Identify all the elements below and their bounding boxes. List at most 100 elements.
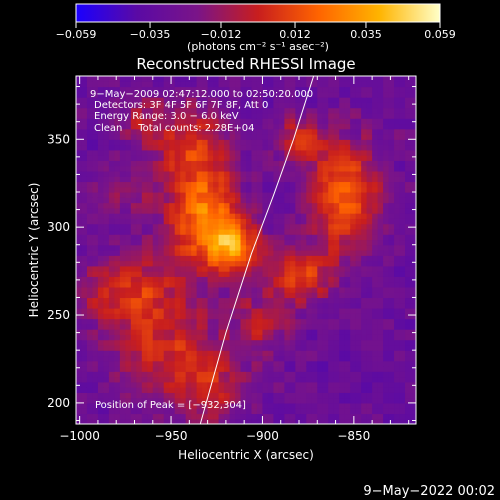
heatmap-cell — [103, 170, 110, 177]
heatmap-cell — [103, 297, 110, 304]
heatmap-cell — [147, 376, 154, 383]
heatmap-cell — [114, 339, 121, 346]
heatmap-cell — [180, 170, 187, 177]
heatmap-cell — [377, 186, 384, 193]
heatmap-cell — [278, 223, 285, 230]
heatmap-cell — [86, 402, 94, 409]
heatmap-cell — [256, 318, 264, 325]
heatmap-cell — [141, 313, 148, 320]
heatmap-cell — [328, 308, 335, 314]
heatmap-cell — [158, 197, 165, 204]
heatmap-cell — [191, 397, 198, 404]
heatmap-cell — [405, 265, 412, 272]
heatmap-cell — [350, 139, 357, 146]
heatmap-cell — [169, 160, 176, 167]
heatmap-cell — [262, 344, 269, 351]
heatmap-cell — [141, 218, 148, 225]
heatmap-cell — [328, 181, 335, 188]
heatmap-cell — [97, 223, 105, 230]
heatmap-cell — [361, 155, 368, 161]
heatmap-cell — [394, 202, 401, 209]
heatmap-cell — [191, 402, 198, 409]
heatmap-cell — [322, 271, 329, 277]
heatmap-cell — [251, 292, 258, 299]
heatmap-cell — [202, 387, 209, 393]
heatmap-cell — [224, 355, 231, 362]
heatmap-cell — [344, 313, 351, 320]
heatmap-cell — [262, 387, 269, 393]
heatmap-cell — [163, 155, 170, 161]
heatmap-cell — [114, 144, 121, 151]
heatmap-cell — [344, 376, 351, 383]
heatmap-cell — [136, 186, 143, 193]
heatmap-cell — [267, 392, 275, 399]
heatmap-cell — [262, 276, 269, 283]
heatmap-cell — [103, 392, 110, 399]
heatmap-cell — [355, 265, 362, 272]
heatmap-cell — [246, 276, 253, 283]
heatmap-cell — [76, 344, 83, 351]
heatmap-cell — [86, 260, 94, 267]
heatmap-cell — [152, 144, 159, 151]
heatmap-cell — [92, 91, 99, 98]
heatmap-cell — [119, 91, 126, 98]
heatmap-cell — [108, 244, 115, 251]
heatmap-cell — [339, 402, 346, 409]
heatmap-cell — [202, 376, 209, 383]
heatmap-cell — [410, 186, 416, 193]
heatmap-cell — [114, 102, 121, 109]
heatmap-cell — [213, 255, 220, 262]
heatmap-cell — [361, 255, 368, 262]
heatmap-cell — [207, 160, 214, 167]
heatmap-cell — [97, 228, 105, 235]
heatmap-cell — [240, 223, 247, 230]
heatmap-cell — [246, 165, 253, 172]
heatmap-cell — [372, 155, 379, 161]
heatmap-cell — [240, 318, 247, 325]
heatmap-cell — [328, 197, 335, 204]
heatmap-cell — [191, 387, 198, 393]
heatmap-cell — [405, 112, 412, 119]
heatmap-cell — [322, 186, 329, 193]
heatmap-cell — [383, 418, 390, 424]
heatmap-cell — [125, 371, 132, 378]
heatmap-cell — [289, 181, 296, 188]
heatmap-cell — [147, 397, 154, 404]
heatmap-cell — [196, 128, 203, 135]
heatmap-cell — [141, 149, 148, 156]
heatmap-cell — [218, 376, 225, 383]
heatmap-cell — [76, 228, 83, 235]
heatmap-cell — [163, 387, 170, 393]
heatmap-cell — [284, 207, 291, 214]
heatmap-cell — [306, 265, 313, 272]
heatmap-cell — [119, 371, 126, 378]
heatmap-cell — [108, 223, 115, 230]
heatmap-cell — [147, 197, 154, 204]
heatmap-cell — [141, 418, 148, 424]
heatmap-cell — [322, 165, 329, 172]
heatmap-cell — [213, 297, 220, 304]
heatmap-cell — [366, 144, 373, 151]
heatmap-cell — [235, 323, 242, 330]
heatmap-cell — [311, 181, 318, 188]
heatmap-cell — [202, 355, 209, 362]
heatmap-cell — [185, 250, 192, 256]
heatmap-cell — [339, 149, 346, 156]
heatmap-cell — [284, 181, 291, 188]
heatmap-cell — [333, 397, 340, 404]
heatmap-cell — [147, 123, 154, 130]
heatmap-cell — [339, 339, 346, 346]
heatmap-cell — [185, 381, 192, 388]
heatmap-cell — [267, 366, 275, 372]
heatmap-cell — [92, 355, 99, 362]
heatmap-cell — [311, 318, 318, 325]
heatmap-cell — [169, 192, 176, 198]
heatmap-cell — [240, 91, 247, 98]
heatmap-cell — [339, 355, 346, 362]
heatmap-cell — [361, 218, 368, 225]
heatmap-cell — [394, 107, 401, 114]
heatmap-cell — [372, 297, 379, 304]
heatmap-cell — [284, 313, 291, 320]
heatmap-cell — [185, 76, 192, 82]
heatmap-cell — [103, 228, 110, 235]
